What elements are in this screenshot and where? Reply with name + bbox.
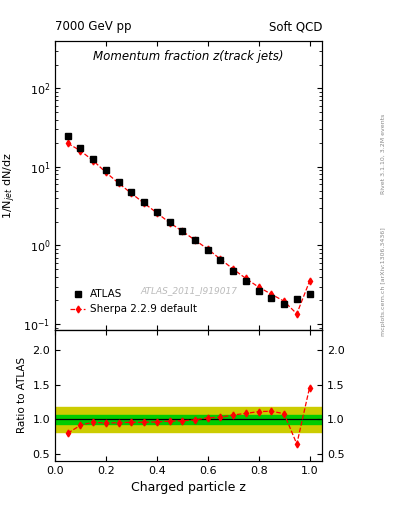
Sherpa 2.2.9 default [167,220,172,226]
Sherpa 2.2.9 default [256,284,261,290]
ATLAS [180,227,185,233]
ATLAS [65,133,70,139]
Line: ATLAS: ATLAS [64,132,313,308]
Sherpa 2.2.9 default [78,148,83,154]
ATLAS [193,237,197,243]
Sherpa 2.2.9 default [294,311,299,317]
ATLAS [167,219,172,225]
Y-axis label: Ratio to ATLAS: Ratio to ATLAS [17,357,27,433]
ATLAS [116,179,121,185]
Text: Rivet 3.1.10, 3.2M events: Rivet 3.1.10, 3.2M events [381,114,386,194]
Sherpa 2.2.9 default [231,266,235,272]
ATLAS [256,288,261,294]
Sherpa 2.2.9 default [142,200,147,206]
ATLAS [294,295,299,302]
ATLAS [282,301,286,307]
Sherpa 2.2.9 default [282,298,286,304]
Sherpa 2.2.9 default [218,256,223,262]
Sherpa 2.2.9 default [91,158,95,164]
X-axis label: Charged particle z: Charged particle z [131,481,246,494]
Sherpa 2.2.9 default [154,210,159,216]
Sherpa 2.2.9 default [244,275,248,282]
Sherpa 2.2.9 default [307,278,312,284]
ATLAS [91,156,95,162]
ATLAS [218,257,223,263]
Sherpa 2.2.9 default [180,228,185,234]
Text: mcplots.cern.ch [arXiv:1306.3436]: mcplots.cern.ch [arXiv:1306.3436] [381,227,386,336]
Sherpa 2.2.9 default [116,180,121,186]
ATLAS [142,199,147,205]
Text: Momentum fraction z(track jets): Momentum fraction z(track jets) [94,50,284,62]
Sherpa 2.2.9 default [193,237,197,243]
ATLAS [244,278,248,284]
Sherpa 2.2.9 default [206,246,210,252]
Sherpa 2.2.9 default [269,291,274,297]
ATLAS [269,295,274,301]
Bar [55,407,322,432]
Sherpa 2.2.9 default [129,190,134,197]
Text: 7000 GeV pp: 7000 GeV pp [55,20,132,33]
ATLAS [129,189,134,195]
Bar [55,415,322,424]
ATLAS [154,208,159,215]
Sherpa 2.2.9 default [65,140,70,146]
Text: Soft QCD: Soft QCD [269,20,322,33]
Y-axis label: 1/N$_{jet}$ dN/dz: 1/N$_{jet}$ dN/dz [1,152,18,219]
ATLAS [78,145,83,151]
Sherpa 2.2.9 default [104,169,108,176]
Legend: ATLAS, Sherpa 2.2.9 default: ATLAS, Sherpa 2.2.9 default [66,285,201,318]
ATLAS [307,291,312,297]
ATLAS [104,167,108,174]
ATLAS [231,268,235,274]
ATLAS [206,247,210,253]
Line: Sherpa 2.2.9 default: Sherpa 2.2.9 default [65,141,312,316]
Text: ATLAS_2011_I919017: ATLAS_2011_I919017 [140,286,237,295]
